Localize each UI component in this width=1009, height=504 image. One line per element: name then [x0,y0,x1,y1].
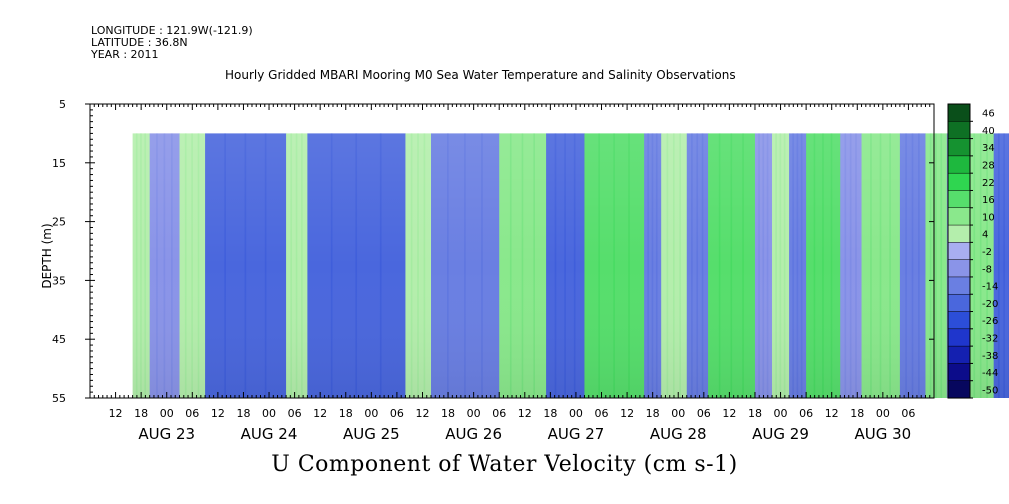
x-tick-label: 06 [697,407,711,420]
x-day-label: AUG 26 [445,425,502,443]
x-tick-label: 12 [518,407,532,420]
x-day-label: AUG 27 [548,425,605,443]
colorbar-segment [947,293,971,313]
colorbar-label: -26 [982,316,998,327]
colorbar-frame [947,103,971,399]
x-tick-label: 12 [722,407,736,420]
colorbar-label: 34 [982,143,995,154]
colorbar-label: -14 [982,282,998,293]
colorbar-label: 16 [982,195,995,206]
x-tick-label: 12 [415,407,429,420]
y-tick-label: 15 [52,157,66,170]
x-tick-label: 12 [313,407,327,420]
colorbar-segment [947,172,971,192]
x-tick-label: 06 [390,407,404,420]
x-day-label: AUG 25 [343,425,400,443]
colorbar: 46 40 34 28 22 16 10 4 -2 -8 -14 -20 -26 -32 -38 -44 -50 [947,103,998,399]
x-day-label: AUG 28 [650,425,707,443]
x-tick-label: 12 [620,407,634,420]
colorbar-segment [947,276,971,295]
x-day-label: AUG 29 [752,425,809,443]
y-tick-label: 35 [52,274,66,287]
x-tick-label: 06 [492,407,506,420]
colorbar-label: 22 [982,178,995,189]
year-label: YEAR : 2011 [91,48,159,61]
x-tick-label: 06 [799,407,813,420]
x-tick-label: 18 [646,407,660,420]
colorbar-label: 28 [982,161,995,172]
colorbar-label: -8 [982,264,992,275]
x-tick-label: 00 [671,407,685,420]
colorbar-segment [947,155,971,174]
x-tick-label: 00 [774,407,788,420]
x-tick-label: 12 [825,407,839,420]
colorbar-segment [947,380,971,399]
y-tick-label: 55 [52,392,66,405]
colorbar-label: -32 [982,333,998,344]
chart-svg: 5 15 25 35 45 55 12 18 00 06 12 18 00 06 12 18 00 06 12 18 0… [40,98,1009,443]
x-tick-label: 12 [109,407,123,420]
colorbar-segment [947,138,971,157]
colorbar-label: 4 [982,230,988,241]
colorbar-segment [947,224,971,243]
heatmap-shading [132,133,1009,398]
x-tick-label: 18 [543,407,557,420]
colorbar-label: 46 [982,109,995,120]
colorbar-segment [947,121,971,140]
x-tick-label: 00 [262,407,276,420]
x-tick-label: 18 [339,407,353,420]
colorbar-label: -44 [982,368,998,379]
longitude-label: LONGITUDE : 121.9W(-121.9) [91,24,253,37]
x-tick-label: 00 [160,407,174,420]
latitude-label: LATITUDE : 36.8N [91,36,188,49]
colorbar-segment [947,190,971,209]
colorbar-label: -20 [982,299,998,310]
colorbar-label: -50 [982,385,998,396]
x-tick-label: 06 [901,407,915,420]
colorbar-segment [947,345,971,364]
x-tick-label: 06 [288,407,302,420]
x-tick-label: 00 [569,407,583,420]
x-day-label: AUG 24 [241,425,298,443]
x-tick-label: 18 [236,407,250,420]
y-tick-label: 25 [52,216,66,229]
colorbar-segment [947,242,971,261]
colorbar-segment [947,311,971,330]
colorbar-segment [947,207,971,226]
colorbar-segment [947,328,971,347]
colorbar-segment [947,259,971,278]
x-tick-label: 06 [185,407,199,420]
chart-title: Hourly Gridded MBARI Mooring M0 Sea Wate… [225,68,736,82]
colorbar-label: -2 [982,247,992,258]
x-tick-label: 18 [441,407,455,420]
x-tick-label: 12 [211,407,225,420]
axes: 5 15 25 35 45 55 12 18 00 06 12 18 00 06 12 18 00 06 12 18 0… [52,98,935,443]
colorbar-title: U Component of Water Velocity (cm s-1) [271,452,738,477]
heatmap-cells [132,133,1009,398]
colorbar-segment [947,103,971,122]
colorbar-label: 40 [982,126,995,137]
x-tick-label: 18 [748,407,762,420]
colorbar-label: 10 [982,212,995,223]
x-day-label: AUG 30 [854,425,911,443]
x-tick-label: 18 [850,407,864,420]
x-tick-label: 06 [595,407,609,420]
colorbar-segment [947,363,971,382]
y-tick-label: 5 [59,98,66,111]
x-day-label: AUG 23 [138,425,195,443]
x-tick-label: 00 [876,407,890,420]
x-tick-label: 00 [467,407,481,420]
y-axis-label: DEPTH (m) [40,223,54,288]
x-tick-label: 00 [364,407,378,420]
x-tick-label: 18 [134,407,148,420]
colorbar-label: -38 [982,351,998,362]
y-tick-label: 45 [52,333,66,346]
